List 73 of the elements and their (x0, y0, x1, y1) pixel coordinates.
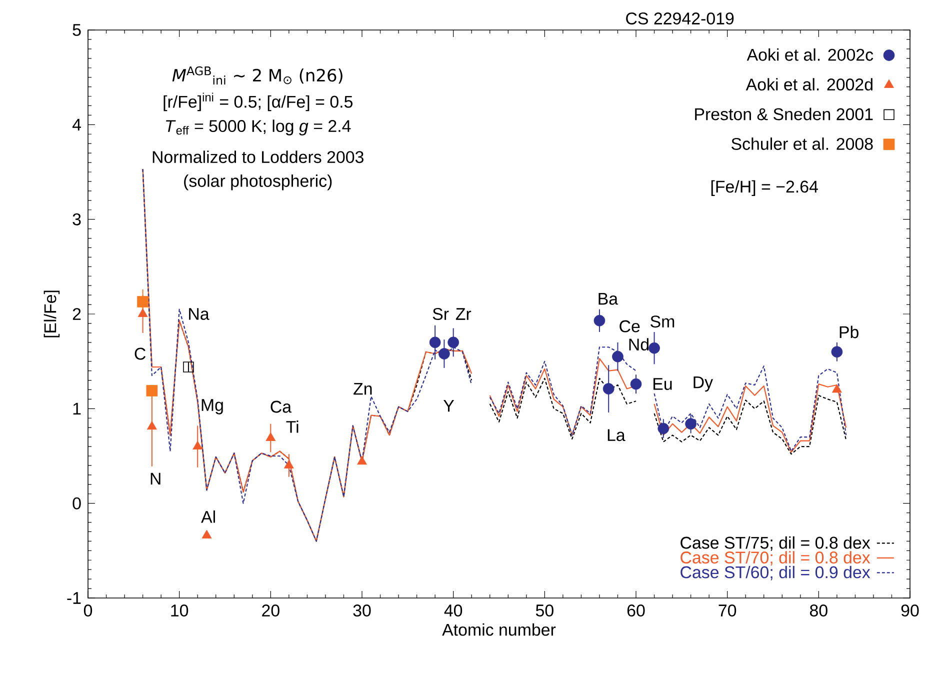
chart-title: CS 22942-019 (626, 12, 734, 24)
x-tick-label: 40 (444, 604, 462, 617)
point (429, 336, 441, 348)
annotation: N (150, 472, 160, 485)
y-tick-label: 4 (72, 118, 81, 130)
annotation: T$_{eff}$ = 5000 K; log g = 2.4 (166, 120, 351, 136)
annotation: Zr (456, 308, 472, 320)
x-tick-label: 30 (353, 604, 371, 617)
legend-label: Aoki et al. 2002c (746, 48, 874, 61)
y-axis-title: [El/Fe] (44, 290, 60, 338)
annotation: Ba (598, 292, 618, 305)
legend-label: Case ST/70; dil = 0.8 dex (680, 551, 870, 566)
point (832, 384, 842, 393)
point (146, 420, 157, 430)
x-tick-label: 90 (901, 604, 919, 617)
annotation: Nd (629, 338, 648, 351)
point (630, 378, 642, 390)
x-tick-label: 60 (627, 604, 645, 617)
point (146, 385, 158, 396)
point (202, 530, 212, 538)
annotation: M$^{AGB}$$_{ini}$ ~ 2 M$_{⊙}$ (n26) (172, 66, 342, 84)
annotation: Zn (354, 382, 372, 395)
annotation: (solar photospheric) (184, 174, 332, 190)
annotation: Sm (650, 316, 674, 328)
y-tick-label: -1 (67, 592, 81, 604)
legend-label: Preston & Sneden 2001 (695, 108, 873, 120)
y-tick-label: 2 (72, 308, 81, 320)
annotation: Y (443, 400, 454, 412)
annotation: Na (189, 308, 210, 320)
x-axis-title: Atomic number (442, 623, 556, 636)
point (266, 432, 276, 441)
point (658, 422, 670, 434)
point (831, 346, 843, 358)
x-tick-label: 0 (84, 604, 92, 617)
annotation: Eu (654, 378, 672, 390)
annotation: Dy (694, 376, 713, 392)
y-tick-label: 1 (73, 402, 81, 414)
point (602, 383, 614, 394)
point (284, 460, 294, 468)
annotation: [r/Fe]$^{ini}$ = 0.5; [α/Fe] = 0.5 (164, 92, 352, 112)
y-tick-label: 5 (72, 24, 81, 36)
legend-label: Case ST/60; dil = 0.9 dex (680, 566, 870, 580)
x-tick-label: 50 (536, 604, 554, 617)
legend-label: Schuler et al. 2008 (732, 138, 873, 150)
point (192, 440, 203, 450)
point (594, 314, 606, 326)
point (612, 350, 624, 362)
annotation: Ti (286, 420, 298, 433)
annotation: Al (201, 510, 215, 523)
point (685, 418, 696, 430)
point (183, 362, 194, 372)
annotation: La (608, 429, 626, 442)
point (438, 348, 450, 360)
annotation: Normalized to Lodders 2003 (152, 150, 364, 164)
legend-label: Case ST/75; dil = 0.8 dex (680, 536, 870, 551)
x-tick-label: 20 (262, 604, 280, 617)
legend-label: Aoki et al. 2002d (746, 78, 872, 91)
point (448, 336, 460, 348)
annotation: Sr (432, 308, 449, 320)
point (357, 456, 367, 465)
point (648, 342, 660, 354)
y-tick-label: 0 (72, 497, 81, 510)
point (137, 296, 148, 308)
annotation: Ce (620, 320, 640, 332)
x-tick-label: 10 (171, 604, 188, 617)
annotation: C (134, 348, 146, 360)
x-tick-label: 80 (810, 604, 828, 617)
y-tick-label: 3 (72, 213, 81, 226)
annotation: Ca (270, 400, 292, 413)
annotation: Pb (840, 326, 858, 338)
x-tick-label: 70 (718, 604, 736, 617)
annotation: [Fe/H] = −2.64 (711, 180, 818, 196)
annotation: Mg (202, 399, 223, 414)
